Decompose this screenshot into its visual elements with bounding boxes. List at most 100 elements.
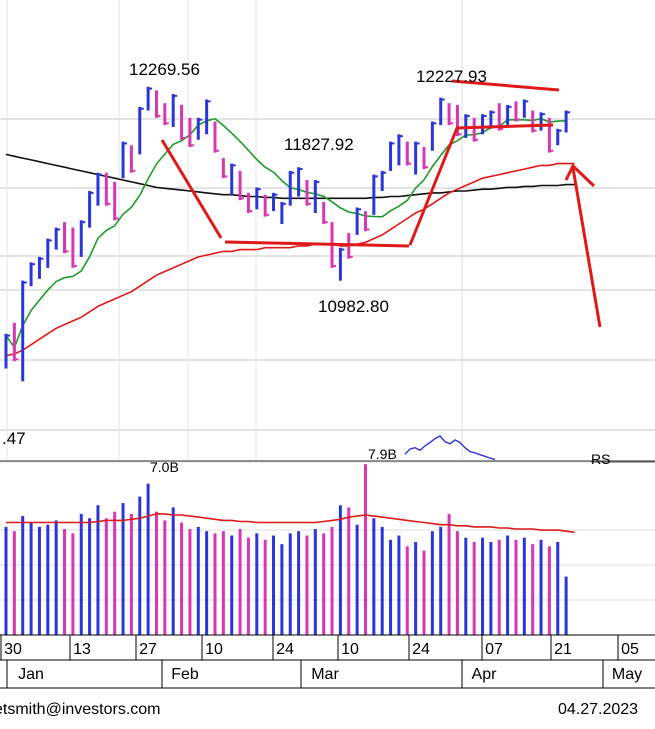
price-bar [121,141,128,179]
volume-bar [138,496,142,635]
price-bar [372,174,378,215]
volume-bar [12,531,16,635]
price-bar [322,202,328,224]
price-bar [196,117,203,140]
volume-bar [556,542,560,635]
high-apr-label: 12227.93 [416,67,487,86]
price-bar [288,170,295,206]
volume-bar [564,576,568,635]
week-tick-label: 10 [341,641,359,658]
arrow-head [564,163,596,188]
volume-bar [163,520,167,635]
volume-bar [21,516,25,635]
volume-bar [221,531,225,635]
price-bar [464,114,470,138]
volume-bar [196,526,200,635]
low-mar-label: 10982.80 [318,297,389,316]
price-bar [455,105,462,137]
volume-bar [146,483,150,635]
volume-bar [255,533,259,635]
price-bar [21,280,27,382]
volume-bar [205,531,209,635]
volume-bar [272,535,276,635]
price-bar [180,105,186,140]
upper-resistance-line [451,79,560,92]
high-jan-label: 12269.56 [129,60,200,79]
lower-handle-line [455,123,554,130]
price-bar [138,106,144,155]
volume-bar [71,533,75,635]
week-tick-label: 30 [4,641,22,658]
volume-bar [297,531,301,635]
week-tick-label: 05 [621,641,639,658]
price-bar [171,94,178,127]
week-tick-label: 24 [412,641,430,658]
price-bar [564,110,571,133]
volume-bar [539,539,543,635]
volume-bar [246,537,250,635]
mid-mar-label: 11827.92 [284,135,354,154]
volume-bar [213,533,217,635]
price-bar [472,117,479,142]
price-bar [230,163,236,195]
week-tick-label: 21 [554,641,572,658]
price-bar [430,121,437,151]
price-bar [280,202,286,224]
volume-bar [397,535,401,635]
price-bar [29,262,36,287]
price-bar [397,134,403,166]
volume-bar [363,464,367,635]
downtrend-line [160,139,223,239]
price-bar [481,114,487,135]
price-bar [79,220,86,257]
month-tick-label: Jan [18,666,44,683]
volume-bar [263,539,267,635]
volume-bar [447,513,451,635]
volume-peak-mar-label: 7.9B [368,446,397,462]
price-bar [447,103,454,126]
week-tick-label: 24 [276,641,294,658]
footer-date: 04.27.2023 [558,701,638,718]
volume-bar [355,524,359,635]
price-bar [113,181,119,221]
month-tick-label: Feb [171,666,199,683]
volume-bar [389,539,393,635]
price-bar [205,99,211,135]
volume-bar [330,526,334,635]
volume-bar [188,529,192,635]
price-bar [297,167,303,197]
price-bar [88,191,94,228]
price-bar [272,192,278,212]
volume-bar [171,507,175,635]
trendline-annotations [160,79,602,328]
volume-bar [430,531,434,635]
volume-bar [489,542,493,635]
price-bar [556,128,562,146]
volume-bar [121,503,125,635]
volume-bar [313,529,317,635]
week-tick-label: 10 [205,641,223,658]
price-bar [37,256,44,279]
volume-bar [63,529,67,635]
volume-bar [547,546,551,635]
volume-bars [4,464,575,635]
price-bar [380,170,387,192]
price-bar [305,180,311,206]
price-bar [522,99,529,118]
volume-bar [46,524,50,635]
volume-bar [154,511,158,635]
price-bar [188,117,194,148]
volume-bar [113,511,117,635]
month-tick-label: Apr [472,666,498,683]
low-left-label: .47 [2,429,26,448]
volume-bar [180,522,184,635]
rs-line [404,435,496,461]
volume-bar [464,537,468,635]
price-bar [4,333,10,369]
volume-bar [280,544,284,635]
price-bar [414,141,420,175]
volume-bar [497,539,501,635]
price-bar [221,158,228,179]
volume-ma-line [6,513,575,534]
